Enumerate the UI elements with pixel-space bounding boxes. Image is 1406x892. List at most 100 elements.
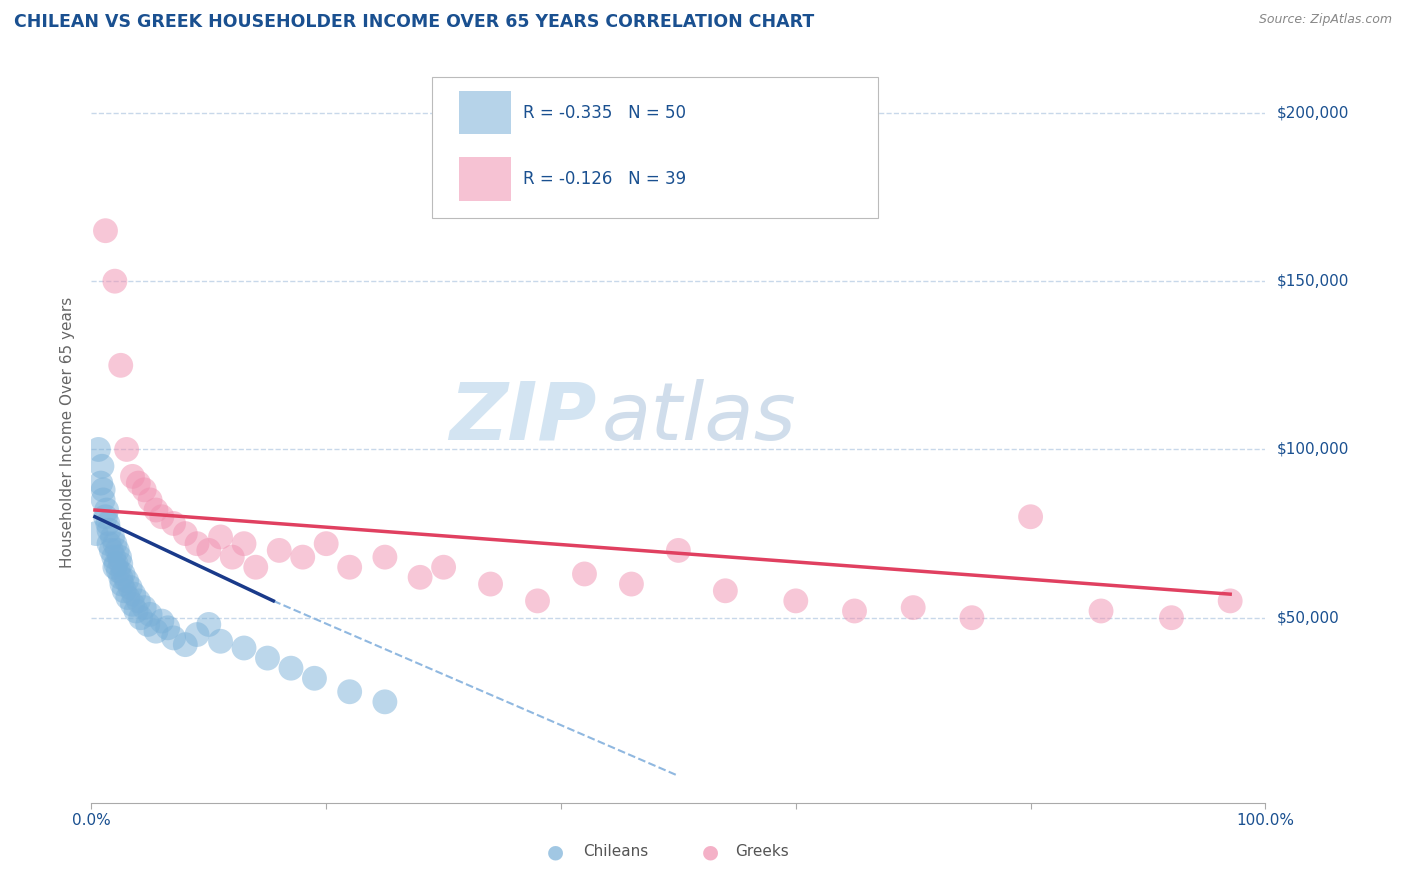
Point <box>269 543 291 558</box>
Point <box>100 543 122 558</box>
Point <box>844 604 866 618</box>
Text: ●: ● <box>702 842 718 862</box>
Point <box>162 631 184 645</box>
Point <box>785 594 807 608</box>
Point <box>186 627 208 641</box>
Point <box>221 550 243 565</box>
Point <box>98 523 121 537</box>
Text: $50,000: $50,000 <box>1277 610 1340 625</box>
FancyBboxPatch shape <box>458 157 510 201</box>
Point <box>960 610 983 624</box>
Point <box>315 536 337 550</box>
Point <box>620 577 643 591</box>
Point <box>115 442 138 457</box>
Point <box>112 583 135 598</box>
Point <box>139 492 162 507</box>
Point <box>174 526 197 541</box>
Point <box>134 600 156 615</box>
Point <box>104 274 127 288</box>
Point <box>121 469 143 483</box>
Point <box>197 543 219 558</box>
Point <box>121 597 143 611</box>
Point <box>91 492 114 507</box>
Point <box>127 476 149 491</box>
Point <box>145 503 167 517</box>
Point <box>120 581 142 595</box>
Point <box>107 564 129 578</box>
Point <box>304 671 326 685</box>
Text: $100,000: $100,000 <box>1277 442 1348 457</box>
FancyBboxPatch shape <box>432 78 877 218</box>
Point <box>111 577 134 591</box>
Point <box>374 550 396 565</box>
Point <box>98 536 121 550</box>
Point <box>91 459 114 474</box>
Point <box>479 577 502 591</box>
Point <box>409 570 432 584</box>
Y-axis label: Householder Income Over 65 years: Householder Income Over 65 years <box>60 297 76 568</box>
Point <box>104 560 127 574</box>
Point <box>339 685 361 699</box>
Point <box>291 550 314 565</box>
Point <box>714 583 737 598</box>
Text: ●: ● <box>547 842 564 862</box>
Point <box>197 617 219 632</box>
Point <box>156 621 179 635</box>
FancyBboxPatch shape <box>458 91 510 135</box>
Text: R = -0.126   N = 39: R = -0.126 N = 39 <box>523 170 686 188</box>
Point <box>125 604 148 618</box>
Point <box>103 550 125 565</box>
Point <box>1219 594 1241 608</box>
Point <box>139 607 162 622</box>
Point <box>101 530 124 544</box>
Text: R = -0.335   N = 50: R = -0.335 N = 50 <box>523 103 686 122</box>
Point <box>339 560 361 574</box>
Point <box>526 594 548 608</box>
Point <box>112 566 135 581</box>
Point <box>134 483 156 497</box>
Text: $200,000: $200,000 <box>1277 105 1348 120</box>
Point <box>174 638 197 652</box>
Point <box>97 516 120 531</box>
Point <box>90 476 112 491</box>
Point <box>127 594 149 608</box>
Text: atlas: atlas <box>602 379 797 457</box>
Point <box>209 634 232 648</box>
Point <box>901 600 924 615</box>
Point <box>110 359 132 373</box>
Point <box>91 483 114 497</box>
Point <box>110 570 132 584</box>
Point <box>186 536 208 550</box>
Text: Source: ZipAtlas.com: Source: ZipAtlas.com <box>1258 13 1392 27</box>
Point <box>84 526 107 541</box>
Point <box>233 536 256 550</box>
Point <box>162 516 184 531</box>
Point <box>104 536 127 550</box>
Point <box>150 509 173 524</box>
Point <box>94 224 117 238</box>
Point <box>374 695 396 709</box>
Point <box>105 543 128 558</box>
Point <box>96 503 118 517</box>
Point <box>666 543 689 558</box>
Point <box>129 610 152 624</box>
Point <box>94 509 117 524</box>
Point <box>87 442 110 457</box>
Point <box>110 557 132 571</box>
Point <box>280 661 302 675</box>
Point <box>136 617 159 632</box>
Point <box>105 557 128 571</box>
Text: Chileans: Chileans <box>583 845 648 859</box>
Point <box>1019 509 1042 524</box>
Point <box>1090 604 1112 618</box>
Text: ZIP: ZIP <box>449 379 596 457</box>
Text: Greeks: Greeks <box>735 845 789 859</box>
Point <box>209 530 232 544</box>
Text: $150,000: $150,000 <box>1277 274 1348 289</box>
Point <box>145 624 167 639</box>
Point <box>115 574 138 588</box>
Point <box>108 550 131 565</box>
Point <box>1160 610 1182 624</box>
Point <box>117 591 139 605</box>
Point <box>245 560 267 574</box>
